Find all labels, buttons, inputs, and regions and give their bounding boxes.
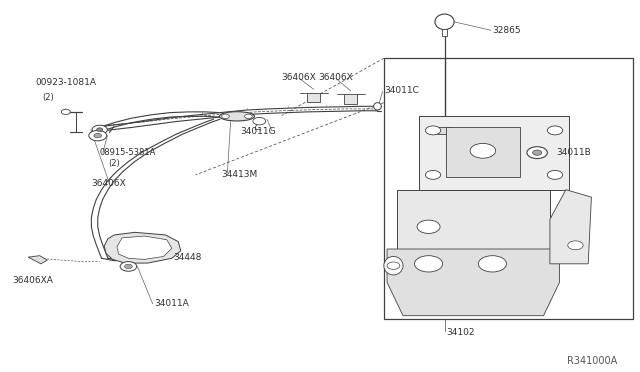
Bar — [442, 29, 447, 36]
Ellipse shape — [384, 256, 403, 275]
Circle shape — [92, 125, 108, 134]
Text: 34011A: 34011A — [154, 299, 189, 308]
Polygon shape — [387, 249, 559, 316]
Polygon shape — [117, 236, 172, 259]
Text: (2): (2) — [42, 93, 54, 102]
Bar — [447, 127, 520, 177]
Polygon shape — [104, 232, 180, 263]
Bar — [307, 93, 320, 102]
Text: 36406X: 36406X — [318, 73, 353, 82]
Bar — [384, 58, 633, 320]
Circle shape — [387, 262, 400, 269]
Polygon shape — [550, 190, 591, 264]
Text: 34102: 34102 — [446, 328, 475, 337]
Text: R341000A: R341000A — [566, 356, 617, 366]
Text: (2): (2) — [109, 159, 120, 168]
Circle shape — [94, 134, 102, 138]
Circle shape — [415, 256, 443, 272]
Text: 34413M: 34413M — [221, 170, 257, 179]
Circle shape — [532, 150, 541, 155]
Circle shape — [221, 114, 229, 119]
Circle shape — [61, 109, 70, 115]
Circle shape — [97, 128, 103, 132]
Circle shape — [547, 170, 563, 179]
Circle shape — [527, 147, 547, 158]
Text: 36406XA: 36406XA — [12, 276, 53, 285]
Bar — [419, 116, 569, 190]
Text: 34448: 34448 — [173, 253, 202, 262]
Circle shape — [244, 114, 252, 119]
Circle shape — [547, 126, 563, 135]
Circle shape — [125, 264, 132, 269]
Text: 34011G: 34011G — [240, 126, 276, 136]
Polygon shape — [28, 256, 47, 264]
Circle shape — [89, 131, 107, 141]
Circle shape — [426, 170, 441, 179]
Text: 08915-5381A: 08915-5381A — [100, 148, 156, 157]
Text: 00923-1081A: 00923-1081A — [36, 78, 97, 87]
Text: 34011C: 34011C — [384, 86, 419, 95]
Ellipse shape — [435, 14, 454, 30]
Text: 36406X: 36406X — [92, 179, 126, 187]
Text: 32865: 32865 — [492, 26, 521, 35]
Ellipse shape — [374, 103, 381, 110]
Text: 36406X: 36406X — [282, 73, 316, 82]
Text: 34011B: 34011B — [556, 148, 591, 157]
Bar — [397, 190, 550, 301]
Circle shape — [426, 126, 441, 135]
Circle shape — [253, 118, 266, 125]
Circle shape — [568, 241, 583, 250]
Circle shape — [120, 262, 137, 271]
Circle shape — [417, 220, 440, 234]
Ellipse shape — [220, 112, 255, 121]
Bar — [344, 94, 357, 104]
Bar — [437, 128, 452, 134]
Circle shape — [470, 143, 495, 158]
Circle shape — [478, 256, 506, 272]
